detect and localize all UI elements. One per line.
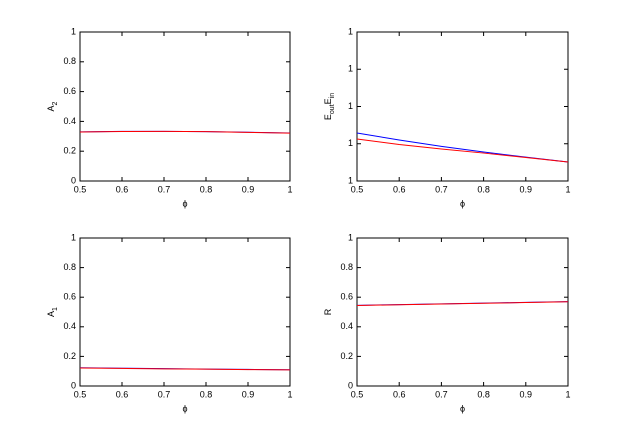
- x-axis-label: ϕ: [182, 198, 187, 208]
- y-tick-label: 0.6: [340, 292, 353, 302]
- x-tick-label: 0.9: [520, 389, 533, 399]
- y-tick-label: 1: [348, 101, 353, 111]
- x-tick-label: 0.7: [435, 389, 448, 399]
- x-tick-label: 1: [565, 389, 570, 399]
- y-tick-label: 1: [348, 232, 353, 242]
- y-tick-label: 0.8: [63, 56, 76, 66]
- y-axis-label: R: [323, 308, 333, 315]
- y-tick-label: 0: [348, 380, 353, 390]
- y-tick-label: 1: [348, 64, 353, 74]
- y-axis-label-sub: in: [329, 93, 336, 99]
- x-tick-label: 0.5: [351, 389, 364, 399]
- series-line: [79, 367, 291, 371]
- y-tick-label: 1: [71, 26, 76, 36]
- y-axis-label-sub: 2: [52, 101, 59, 105]
- plot-area: [356, 31, 569, 182]
- plot-area: [356, 237, 569, 387]
- x-tick-label: 0.8: [200, 389, 213, 399]
- y-tick-label: 0.4: [63, 116, 76, 126]
- y-axis-label-text: A: [46, 105, 56, 111]
- x-tick-label: 0.7: [435, 184, 448, 194]
- y-axis-label-text: E: [323, 114, 333, 120]
- y-tick-label: 1: [71, 232, 76, 242]
- y-tick-label: 0.6: [63, 86, 76, 96]
- y-tick-label: 0.4: [63, 321, 76, 331]
- y-axis-label: A1: [46, 307, 58, 317]
- series-line: [356, 138, 569, 163]
- x-tick-label: 0.9: [520, 184, 533, 194]
- y-tick-label: 0.8: [63, 262, 76, 272]
- x-axis-label: ϕ: [460, 403, 465, 413]
- x-tick-label: 0.6: [116, 389, 129, 399]
- series-line: [356, 301, 569, 306]
- x-tick-label: 0.7: [158, 184, 171, 194]
- y-tick-label: 1: [348, 26, 353, 36]
- y-tick-label: 0: [71, 380, 76, 390]
- x-tick-label: 0.7: [158, 389, 171, 399]
- x-axis-label: ϕ: [460, 198, 465, 208]
- y-tick-label: 0.8: [340, 262, 353, 272]
- y-axis-label-sub: out: [329, 104, 336, 114]
- x-tick-label: 0.6: [393, 389, 406, 399]
- x-axis-label: ϕ: [182, 403, 187, 413]
- y-axis-label-text: A: [46, 311, 56, 317]
- y-tick-label: 0.4: [340, 321, 353, 331]
- y-tick-label: 0.2: [340, 351, 353, 361]
- x-tick-label: 0.5: [351, 184, 364, 194]
- x-tick-label: 0.6: [393, 184, 406, 194]
- x-tick-label: 0.8: [477, 184, 490, 194]
- x-tick-label: 1: [565, 184, 570, 194]
- x-tick-label: 1: [287, 389, 292, 399]
- y-tick-label: 0.2: [63, 146, 76, 156]
- y-tick-label: 0.2: [63, 351, 76, 361]
- y-axis-label-text: E: [323, 98, 333, 104]
- x-tick-label: 1: [287, 184, 292, 194]
- x-tick-label: 0.9: [242, 389, 255, 399]
- plot-area: [79, 237, 291, 387]
- x-tick-label: 0.5: [74, 389, 87, 399]
- x-tick-label: 0.5: [74, 184, 87, 194]
- x-tick-label: 0.8: [200, 184, 213, 194]
- plot-area: [79, 31, 291, 182]
- y-tick-label: 0.6: [63, 292, 76, 302]
- y-tick-label: 1: [348, 175, 353, 185]
- y-axis-label: EoutEin: [323, 93, 335, 120]
- y-axis-label-text: R: [323, 308, 333, 315]
- x-tick-label: 0.6: [116, 184, 129, 194]
- y-tick-label: 1: [348, 138, 353, 148]
- y-tick-label: 0: [71, 175, 76, 185]
- y-axis-label: A2: [46, 101, 58, 111]
- series-line: [79, 130, 291, 134]
- x-tick-label: 0.8: [477, 389, 490, 399]
- x-tick-label: 0.9: [242, 184, 255, 194]
- y-axis-label-sub: 1: [52, 307, 59, 311]
